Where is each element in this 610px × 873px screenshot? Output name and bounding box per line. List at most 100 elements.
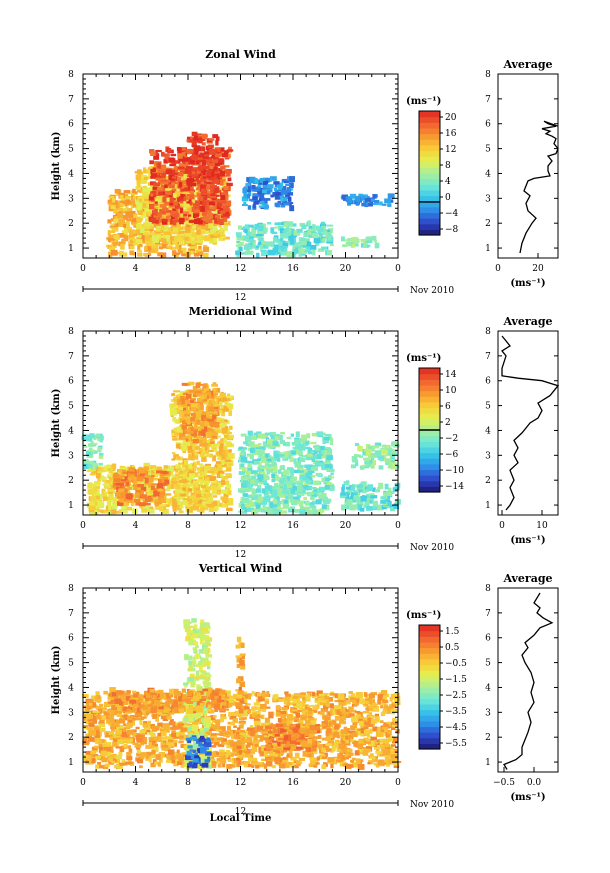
heatmap-cell <box>133 477 139 480</box>
heatmap-cell <box>388 449 392 454</box>
heatmap-cell <box>140 212 147 219</box>
heatmap-cell <box>174 408 180 414</box>
heatmap-cell <box>247 494 254 499</box>
heatmap-cell <box>387 487 392 492</box>
heatmap-cell <box>279 439 285 444</box>
heatmap-cell <box>200 176 207 182</box>
heatmap-cell <box>227 758 232 762</box>
heatmap-cell <box>280 202 286 208</box>
heatmap-cell <box>202 494 209 501</box>
heatmap-cell <box>149 149 155 154</box>
heatmap-cell <box>95 495 100 500</box>
heatmap-cell <box>178 404 182 410</box>
heatmap-cell <box>163 175 169 182</box>
heatmap-cell <box>146 245 151 251</box>
heatmap-cell <box>341 236 345 242</box>
heatmap-cell <box>321 477 326 483</box>
heatmap-cell <box>261 203 266 207</box>
heatmap-cell <box>317 227 324 233</box>
heatmap-cell <box>171 393 176 397</box>
heatmap-cell <box>178 205 183 209</box>
heatmap-cell <box>274 202 279 207</box>
heatmap-cell <box>285 441 291 447</box>
heatmap-cell <box>291 451 297 455</box>
heatmap-cell <box>219 401 223 405</box>
heatmap-cell <box>256 485 262 489</box>
heatmap-cell <box>95 473 101 479</box>
heatmap-cell <box>181 382 188 386</box>
heatmap-cell <box>315 488 322 492</box>
heatmap-cell <box>108 202 114 207</box>
heatmap-cell <box>137 485 144 491</box>
heatmap-cell <box>285 693 289 698</box>
heatmap-cell <box>175 477 180 481</box>
heatmap-cell <box>161 167 166 172</box>
heatmap-cell <box>119 747 125 753</box>
heatmap-cell <box>181 398 185 405</box>
heatmap-cell <box>297 457 302 462</box>
heatmap-cell <box>171 182 176 185</box>
heatmap-cell <box>186 404 191 407</box>
colorbar-tick-label: 0 <box>445 193 451 203</box>
heatmap-cell <box>154 498 159 503</box>
heatmap-cell <box>347 238 353 242</box>
heatmap-cell <box>181 485 186 489</box>
heatmap-cell <box>261 189 267 194</box>
heatmap-cell <box>119 250 124 257</box>
heatmap-cell <box>382 203 387 206</box>
heatmap-cell <box>135 174 142 181</box>
heatmap-cell <box>272 248 279 253</box>
heatmap-cell <box>197 154 204 158</box>
heatmap-cell <box>276 704 280 710</box>
heatmap-cell <box>354 454 358 457</box>
heatmap-cell <box>121 507 127 512</box>
heatmap-cell <box>190 416 196 422</box>
heatmap-cell <box>187 214 192 217</box>
heatmap-cell <box>182 392 188 395</box>
heatmap-cell <box>320 450 325 454</box>
heatmap-cell <box>143 462 150 469</box>
heatmap-cell <box>212 226 218 232</box>
heatmap-cell <box>178 510 184 514</box>
heatmap-cell <box>118 474 125 478</box>
heatmap-cell <box>270 194 274 198</box>
heatmap-cell <box>194 452 199 456</box>
heatmap-cell <box>350 485 355 492</box>
heatmap-cell <box>325 437 329 444</box>
heatmap-cell <box>151 470 155 474</box>
heatmap-cell <box>374 489 380 493</box>
heatmap-cell <box>130 479 135 483</box>
heatmap-cell <box>218 470 225 475</box>
heatmap-cell <box>322 450 329 455</box>
heatmap-cell <box>189 216 193 220</box>
heatmap-cell <box>161 494 167 500</box>
heatmap-cell <box>250 448 254 454</box>
heatmap-cell <box>216 417 222 423</box>
heatmap-cell <box>381 444 387 448</box>
heatmap-cell <box>266 458 272 462</box>
heatmap-cell <box>312 224 316 230</box>
colorbar-segment <box>419 111 440 118</box>
heatmap-cell <box>115 510 123 514</box>
heatmap-cell <box>171 429 176 435</box>
heatmap-cell <box>150 510 154 514</box>
heatmap-cell <box>179 424 185 431</box>
heatmap-cell <box>187 488 192 492</box>
heatmap-cell <box>205 219 213 224</box>
heatmap-cell <box>284 196 291 199</box>
heatmap-cell <box>263 475 268 481</box>
heatmap-cell <box>148 230 153 237</box>
heatmap-cell <box>384 445 390 449</box>
heatmap-cell <box>374 450 381 455</box>
heatmap-cell <box>362 450 370 456</box>
heatmap-cell <box>164 229 169 233</box>
heatmap-cell <box>272 252 278 255</box>
heatmap-cell <box>252 204 256 209</box>
heatmap-cell <box>257 225 264 232</box>
heatmap-cell <box>110 479 114 483</box>
heatmap-cell <box>198 238 202 242</box>
heatmap-cell <box>213 405 219 410</box>
heatmap-cell <box>170 497 175 503</box>
heatmap-cell <box>179 474 186 477</box>
heatmap-cell <box>291 499 298 506</box>
